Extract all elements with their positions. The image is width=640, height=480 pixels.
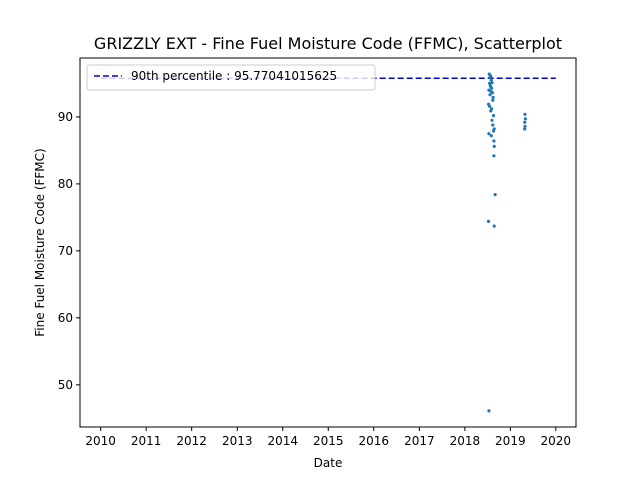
y-tick-label: 90	[58, 110, 73, 124]
x-tick-label: 2015	[313, 434, 344, 448]
data-point	[491, 114, 496, 118]
data-point	[490, 118, 494, 122]
y-tick-label: 60	[58, 311, 73, 325]
y-axis-label: Fine Fuel Moisture Code (FFMC)	[33, 148, 47, 336]
data-point	[523, 124, 527, 128]
data-point	[488, 104, 492, 108]
data-point	[492, 154, 496, 158]
data-point	[486, 219, 491, 223]
data-point	[491, 123, 495, 127]
y-tick-label: 50	[58, 378, 73, 392]
x-tick-label: 2019	[495, 434, 526, 448]
legend: 90th percentile : 95.77041015625	[86, 64, 376, 91]
data-point	[493, 193, 497, 197]
data-point	[490, 86, 494, 90]
data-point	[489, 74, 493, 78]
data-point	[490, 81, 494, 85]
y-tick-label: 70	[58, 244, 73, 258]
data-point	[491, 129, 496, 133]
x-tick-label: 2010	[85, 434, 116, 448]
x-tick-label: 2013	[222, 434, 253, 448]
x-axis: 2010 2011 2012 2013 2014 2015 2016 2017 2018 2019…	[85, 427, 571, 448]
data-point	[487, 409, 491, 413]
data-point	[492, 224, 496, 228]
data-point	[523, 120, 527, 124]
x-tick-label: 2017	[404, 434, 435, 448]
chart-title: GRIZZLY EXT - Fine Fuel Moisture Code (F…	[94, 34, 562, 53]
data-point	[488, 81, 492, 85]
y-tick-label: 80	[58, 177, 73, 191]
data-point	[487, 132, 491, 136]
y-axis: 50 60 70 80 90	[58, 110, 80, 392]
x-tick-label: 2014	[267, 434, 298, 448]
data-point	[523, 127, 527, 131]
data-point	[523, 117, 528, 121]
data-point	[490, 91, 494, 95]
legend-label: 90th percentile : 95.77041015625	[131, 69, 337, 83]
legend-box	[86, 64, 376, 91]
data-point	[523, 112, 527, 116]
data-point	[489, 134, 493, 138]
x-tick-label: 2012	[176, 434, 207, 448]
data-point	[492, 144, 496, 148]
x-tick-label: 2020	[541, 434, 572, 448]
data-point	[491, 98, 495, 102]
data-point	[489, 78, 493, 82]
data-point	[492, 139, 496, 143]
x-tick-label: 2018	[450, 434, 481, 448]
x-axis-label: Date	[314, 456, 343, 470]
data-point	[488, 93, 492, 97]
data-point	[491, 95, 495, 100]
data-point	[489, 109, 493, 113]
x-tick-label: 2016	[358, 434, 389, 448]
x-tick-label: 2011	[131, 434, 162, 448]
